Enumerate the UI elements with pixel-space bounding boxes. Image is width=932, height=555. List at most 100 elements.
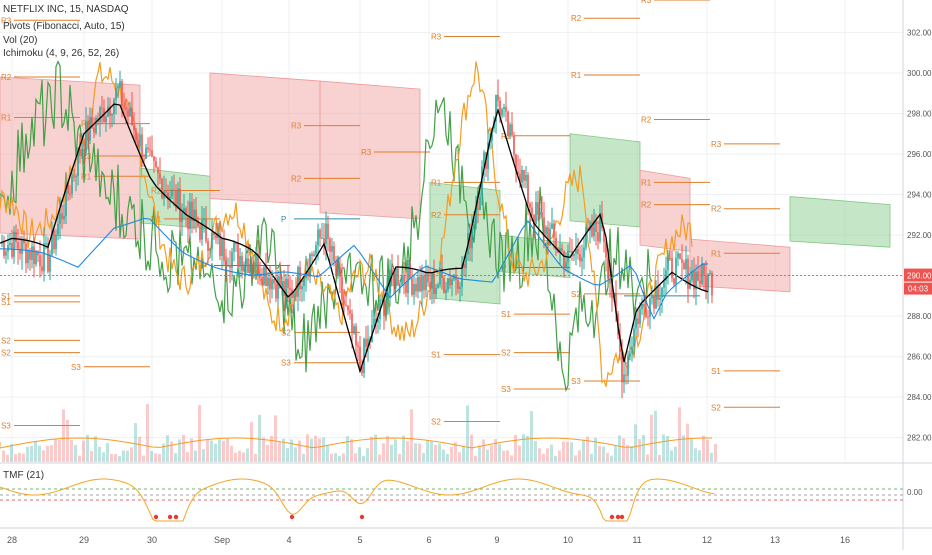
- candle-body: [185, 208, 187, 216]
- candle-body: [345, 304, 347, 306]
- candle-body: [395, 268, 397, 287]
- volume-bar: [246, 448, 249, 462]
- candle-body: [705, 275, 707, 291]
- candle-body: [439, 268, 441, 285]
- candle-body: [697, 271, 699, 281]
- pivots-legend[interactable]: Pivots (Fibonacci, Auto, 15): [3, 21, 125, 32]
- candle-body: [383, 299, 385, 316]
- volume-bar: [290, 439, 293, 462]
- ichimoku-cloud: [429, 181, 501, 305]
- candle-body: [413, 284, 415, 295]
- candle-body: [309, 254, 311, 277]
- candle-body: [133, 125, 135, 131]
- volume-bar: [502, 450, 505, 462]
- volume-bar: [222, 440, 225, 462]
- price-axis-tick: 292.00: [907, 231, 932, 240]
- volume-bar: [130, 447, 133, 462]
- candle-body: [429, 282, 431, 289]
- candle-body: [547, 227, 549, 245]
- candle-body: [491, 127, 493, 141]
- pivot-level-label: S1: [711, 367, 721, 376]
- candle-body: [281, 281, 283, 289]
- volume-bar: [134, 423, 137, 462]
- candle-body: [245, 258, 247, 265]
- volume-bar: [74, 445, 77, 462]
- candle-body: [603, 228, 605, 243]
- pivot-level-label: P: [501, 263, 506, 272]
- candle-body: [593, 220, 595, 237]
- candle-body: [513, 135, 515, 155]
- candle-body: [157, 167, 159, 174]
- candle-body: [699, 280, 701, 284]
- volume-bar: [374, 434, 377, 462]
- volume-bar: [126, 450, 129, 462]
- candle-body: [249, 264, 251, 273]
- candle-body: [397, 268, 399, 286]
- candle-body: [95, 118, 97, 133]
- candle-body: [111, 114, 113, 116]
- candle-body: [129, 108, 131, 117]
- candle-body: [141, 134, 143, 159]
- volume-bar: [438, 443, 441, 462]
- volume-bar: [678, 407, 681, 462]
- candle-body: [215, 234, 217, 239]
- symbol-legend[interactable]: NETFLIX INC, 15, NASDAQ: [3, 4, 129, 15]
- volume-bar: [406, 441, 409, 462]
- candle-body: [165, 191, 167, 193]
- candle-body: [335, 261, 337, 276]
- volume-bar: [382, 443, 385, 462]
- volume-bar: [674, 446, 677, 462]
- volume-bar: [514, 434, 517, 462]
- candle-body: [17, 242, 19, 249]
- volume-bar: [318, 438, 321, 462]
- candle-body: [661, 287, 663, 298]
- pivot-level-label: R2: [711, 205, 722, 214]
- volume-bar: [506, 450, 509, 462]
- pivot-level-label: S3: [281, 359, 291, 368]
- candle-body: [51, 231, 53, 255]
- candle-body: [605, 242, 607, 258]
- candle-body: [545, 227, 547, 235]
- lagging-orange-line: [0, 61, 693, 387]
- candle-body: [475, 208, 477, 225]
- tmf-signal-dot: [173, 514, 179, 520]
- volume-bar: [562, 441, 565, 462]
- candle-body: [183, 208, 185, 213]
- volume-bar: [34, 441, 37, 462]
- candle-body: [499, 100, 501, 116]
- time-axis-tick: 11: [632, 535, 641, 545]
- candle-body: [323, 238, 325, 245]
- candle-body: [113, 99, 115, 115]
- volume-bar: [638, 439, 641, 462]
- candle-body: [359, 346, 361, 367]
- candle-body: [277, 276, 279, 299]
- candle-body: [375, 318, 377, 323]
- volume-bar: [334, 453, 337, 462]
- volume-legend[interactable]: Vol (20): [3, 35, 38, 46]
- volume-bar: [442, 449, 445, 462]
- candle-body: [367, 338, 369, 348]
- candle-body: [261, 277, 263, 285]
- pivot-level-label: R2: [641, 201, 652, 210]
- tmf-legend[interactable]: TMF (21): [3, 470, 45, 481]
- volume-bar: [570, 442, 573, 462]
- candle-body: [399, 285, 401, 287]
- candle-body: [293, 291, 295, 298]
- ichimoku-legend[interactable]: Ichimoku (4, 9, 26, 52, 26): [3, 48, 120, 59]
- pivot-level-label: R3: [81, 152, 92, 161]
- volume-bar: [218, 439, 221, 462]
- candle-body: [349, 310, 351, 314]
- candle-body: [537, 202, 539, 215]
- candle-body: [553, 223, 555, 238]
- volume-bar: [190, 438, 193, 462]
- candle-body: [5, 251, 7, 256]
- candle-body: [109, 106, 111, 116]
- candle-body: [169, 196, 171, 200]
- volume-bar: [614, 445, 617, 462]
- candle-body: [317, 229, 319, 246]
- candle-body: [275, 283, 277, 299]
- candle-body: [611, 283, 613, 299]
- candle-body: [11, 242, 13, 257]
